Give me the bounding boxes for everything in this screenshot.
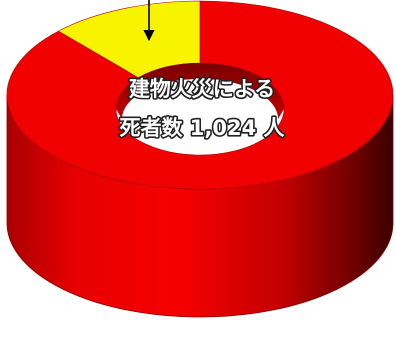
donut-hole bbox=[122, 79, 278, 153]
donut-slices bbox=[6, 0, 394, 190]
donut-inner-side bbox=[116, 63, 284, 119]
donut-slice-1 bbox=[6, 0, 394, 190]
center-label-line2: 死者数 1,024 人 bbox=[119, 116, 284, 140]
center-label-line1: 建物火災による bbox=[129, 77, 275, 101]
